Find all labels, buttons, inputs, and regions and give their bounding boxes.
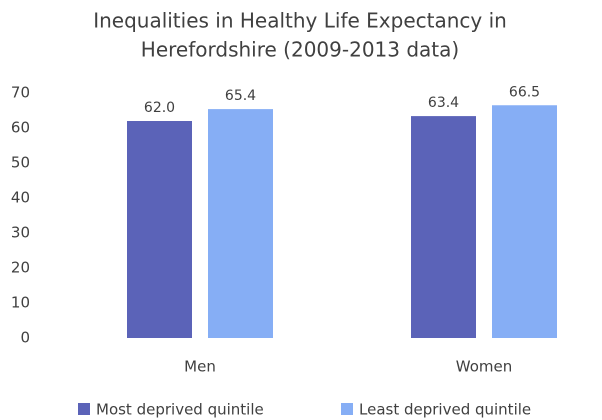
- legend-swatch: [341, 403, 353, 415]
- x-tick-label: Women: [456, 358, 512, 376]
- y-tick-label: 10: [11, 294, 30, 312]
- y-tick-label: 60: [11, 119, 30, 137]
- y-tick-label: 30: [11, 224, 30, 242]
- bar: [492, 105, 557, 338]
- y-tick-label: 20: [11, 259, 30, 277]
- legend-label: Most deprived quintile: [96, 401, 264, 419]
- bar: [127, 121, 192, 338]
- bar: [411, 116, 476, 338]
- chart-title: Herefordshire (2009-2013 data): [141, 38, 459, 62]
- value-label: 65.4: [225, 88, 256, 104]
- chart-title: Inequalities in Healthy Life Expectancy …: [93, 9, 507, 33]
- y-tick-label: 0: [20, 329, 30, 347]
- y-tick-label: 70: [11, 84, 30, 102]
- value-label: 66.5: [509, 84, 540, 100]
- legend-swatch: [78, 403, 90, 415]
- x-tick-label: Men: [184, 358, 216, 376]
- value-label: 62.0: [144, 100, 175, 116]
- bar: [208, 109, 273, 338]
- y-tick-label: 40: [11, 189, 30, 207]
- y-tick-label: 50: [11, 154, 30, 172]
- legend-label: Least deprived quintile: [359, 401, 531, 419]
- value-label: 63.4: [428, 95, 459, 111]
